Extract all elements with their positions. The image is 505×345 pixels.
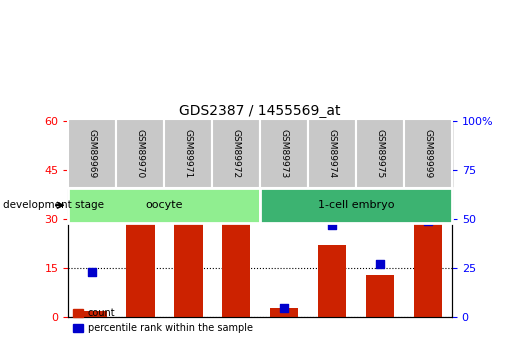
Text: GSM89969: GSM89969 — [88, 129, 96, 178]
Text: GSM89999: GSM89999 — [424, 129, 432, 178]
Bar — [78, 311, 107, 317]
Text: development stage: development stage — [3, 200, 104, 210]
Legend: count, percentile rank within the sample: count, percentile rank within the sample — [73, 308, 252, 333]
Text: GSM89970: GSM89970 — [136, 129, 144, 178]
Text: oocyte: oocyte — [145, 200, 183, 210]
Bar — [414, 209, 442, 317]
Bar — [68, 188, 260, 223]
Text: GSM89975: GSM89975 — [376, 129, 384, 178]
Point — [328, 222, 336, 228]
Bar — [318, 245, 346, 317]
Point — [376, 262, 384, 267]
Bar — [126, 150, 155, 317]
Bar — [260, 119, 308, 188]
Bar — [164, 119, 212, 188]
Point — [136, 206, 144, 212]
Bar — [270, 308, 298, 317]
Text: GSM89972: GSM89972 — [232, 129, 240, 178]
Text: GSM89973: GSM89973 — [280, 129, 288, 178]
Bar — [212, 119, 260, 188]
Point — [232, 208, 240, 214]
Bar — [404, 119, 452, 188]
Bar — [222, 170, 250, 317]
Bar — [116, 119, 164, 188]
Bar — [174, 196, 203, 317]
Point — [424, 218, 432, 224]
Point — [184, 210, 192, 216]
Bar — [260, 188, 452, 223]
Text: 1-cell embryo: 1-cell embryo — [318, 200, 394, 210]
Text: GSM89974: GSM89974 — [328, 129, 336, 178]
Bar — [356, 119, 404, 188]
Title: GDS2387 / 1455569_at: GDS2387 / 1455569_at — [179, 104, 341, 118]
Bar — [68, 119, 116, 188]
Bar — [308, 119, 356, 188]
Text: GSM89971: GSM89971 — [184, 129, 192, 178]
Point — [280, 305, 288, 310]
Point — [88, 269, 96, 275]
Bar — [366, 275, 394, 317]
